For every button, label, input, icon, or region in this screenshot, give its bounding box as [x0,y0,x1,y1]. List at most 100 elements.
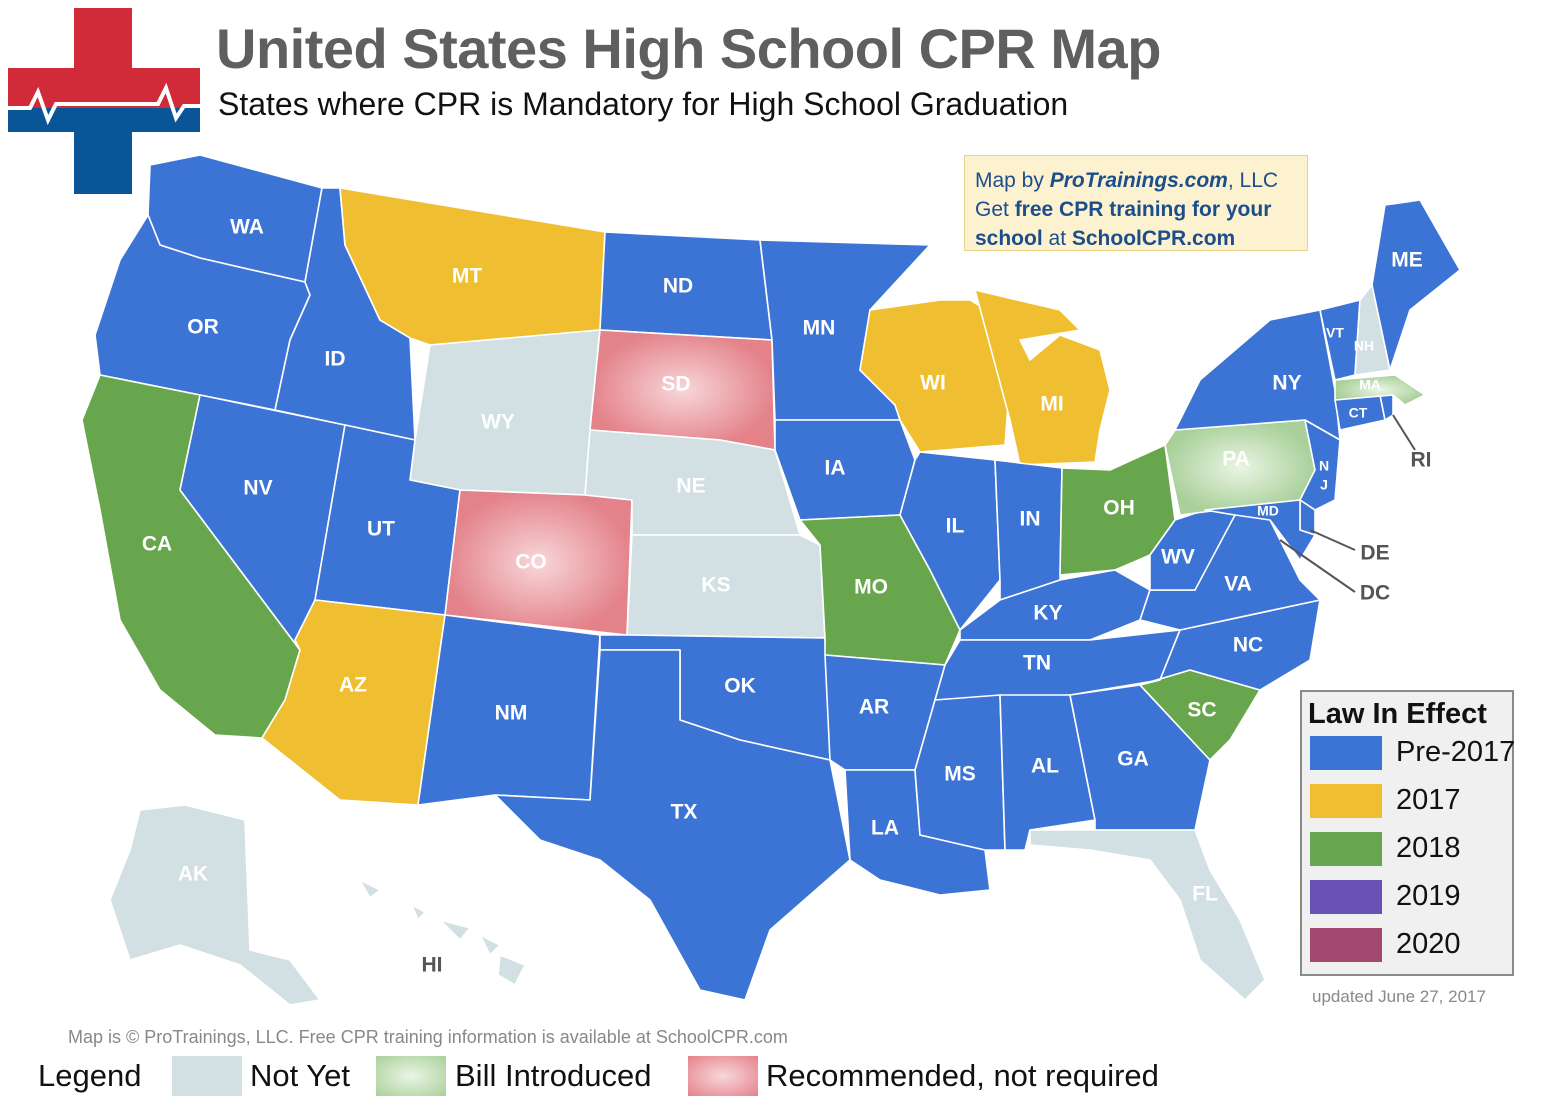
state-FL [1029,829,1266,1001]
state-label-WI: WI [920,372,946,395]
state-label-GA: GA [1117,748,1149,771]
state-label-CA: CA [142,533,172,556]
state-HI [359,879,526,986]
state-label-MT: MT [452,265,482,288]
law-legend-swatch-2018 [1310,832,1382,866]
state-label-OR: OR [187,316,219,339]
state-label-TN: TN [1023,652,1051,675]
law-legend-item: 2019 [1310,878,1510,918]
state-label-VA: VA [1224,573,1252,596]
state-label-NM: NM [495,702,528,725]
leader-line-DE [1309,529,1356,551]
label-not-yet: Not Yet [250,1058,350,1093]
label-bill-introduced: Bill Introduced [455,1058,652,1093]
status-legend-title: Legend [38,1058,142,1093]
state-label-IL: IL [946,515,965,538]
state-label-ID: ID [325,348,346,371]
protrainings-link[interactable]: ProTrainings.com [1049,169,1228,192]
state-label-NE: NE [676,475,705,498]
law-legend-label: 2017 [1396,784,1461,816]
state-label-NJ-1: N [1319,458,1329,474]
state-MD [1204,499,1316,561]
state-label-ME: ME [1391,249,1423,272]
page-title: United States High School CPR Map [216,17,1161,80]
state-label-SC: SC [1187,699,1216,722]
state-label-NY: NY [1272,372,1301,395]
law-legend-label: 2019 [1396,880,1461,912]
credit-line1-suffix: , LLC [1227,169,1279,192]
state-label-AK: AK [178,863,208,886]
state-label-MO: MO [854,576,888,599]
leader-line-DC [1279,539,1356,593]
state-WI [859,299,1021,453]
credit-line1-prefix: Map by [975,169,1050,192]
state-label-KY: KY [1033,602,1062,625]
label-recommended: Recommended, not required [766,1058,1159,1093]
updated-date: updated June 27, 2017 [1312,987,1486,1006]
credit-box: Map by ProTrainings.com, LLC Get free CP… [964,155,1308,251]
law-legend-label: 2018 [1396,832,1461,864]
state-label-AL: AL [1031,755,1059,778]
state-label-WA: WA [230,216,264,239]
state-label-DC: DC [1360,582,1390,605]
state-label-UT: UT [367,518,395,541]
state-label-NV: NV [243,477,272,500]
state-label-WV: WV [1161,546,1195,569]
law-legend-swatch-2017 [1310,784,1382,818]
state-label-IN: IN [1020,508,1041,531]
state-label-FL: FL [1192,883,1218,906]
law-legend-swatch-2019 [1310,880,1382,914]
state-label-MD: MD [1257,503,1279,519]
state-label-OK: OK [724,675,756,698]
state-label-SD: SD [661,373,690,396]
state-label-PA: PA [1222,448,1250,471]
state-label-NJ-2: J [1320,477,1328,493]
credit-line3-mid: at [1042,227,1072,250]
credit-line2-prefix: Get [975,198,1015,221]
state-label-TX: TX [671,801,698,824]
state-CO [444,489,633,636]
state-label-AR: AR [859,696,889,719]
swatch-bill-introduced [376,1056,446,1096]
state-label-HI: HI [422,954,443,977]
state-label-VT: VT [1326,325,1344,341]
swatch-recommended [688,1056,758,1096]
state-label-KS: KS [701,574,730,597]
law-legend-item: 2020 [1310,926,1510,966]
status-legend: Legend Not Yet Bill Introduced Recommend… [0,1050,1545,1103]
logo-heartbeat-line [8,82,200,126]
state-label-LA: LA [871,817,899,840]
law-legend-label: 2020 [1396,928,1461,960]
state-label-IA: IA [825,457,846,480]
law-legend-label: Pre-2017 [1396,736,1516,768]
state-TX [494,649,851,1001]
state-label-NH: NH [1354,338,1374,354]
law-legend-item: 2017 [1310,782,1510,822]
state-label-AZ: AZ [339,674,367,697]
schoolcpr-link[interactable]: SchoolCPR.com [1071,227,1236,250]
law-legend-item: 2018 [1310,830,1510,870]
state-label-NC: NC [1233,634,1263,657]
state-label-MA: MA [1359,377,1381,393]
state-label-DE: DE [1360,542,1389,565]
law-legend-swatch-2020 [1310,928,1382,962]
law-legend-item: Pre-2017 [1310,734,1515,774]
state-label-CT: CT [1349,405,1368,421]
copyright-note: Map is © ProTrainings, LLC. Free CPR tra… [68,1027,788,1047]
state-label-WY: WY [481,411,515,434]
state-label-RI: RI [1411,449,1432,472]
state-label-CO: CO [515,551,547,574]
state-label-OH: OH [1103,497,1135,520]
state-label-ND: ND [663,275,693,298]
state-ME [1371,199,1461,371]
leader-line-RI [1392,414,1416,451]
state-label-MN: MN [803,317,836,340]
law-legend-title: Law In Effect [1308,698,1487,730]
state-label-MI: MI [1040,393,1063,416]
law-legend-swatch-pre-2017 [1310,736,1382,770]
law-in-effect-legend: Law In Effect Pre-2017 2017 2018 2019 20… [1300,690,1515,976]
state-label-MS: MS [944,763,976,786]
state-NY [1174,309,1341,441]
credit-line3-bold1: school [975,227,1043,250]
